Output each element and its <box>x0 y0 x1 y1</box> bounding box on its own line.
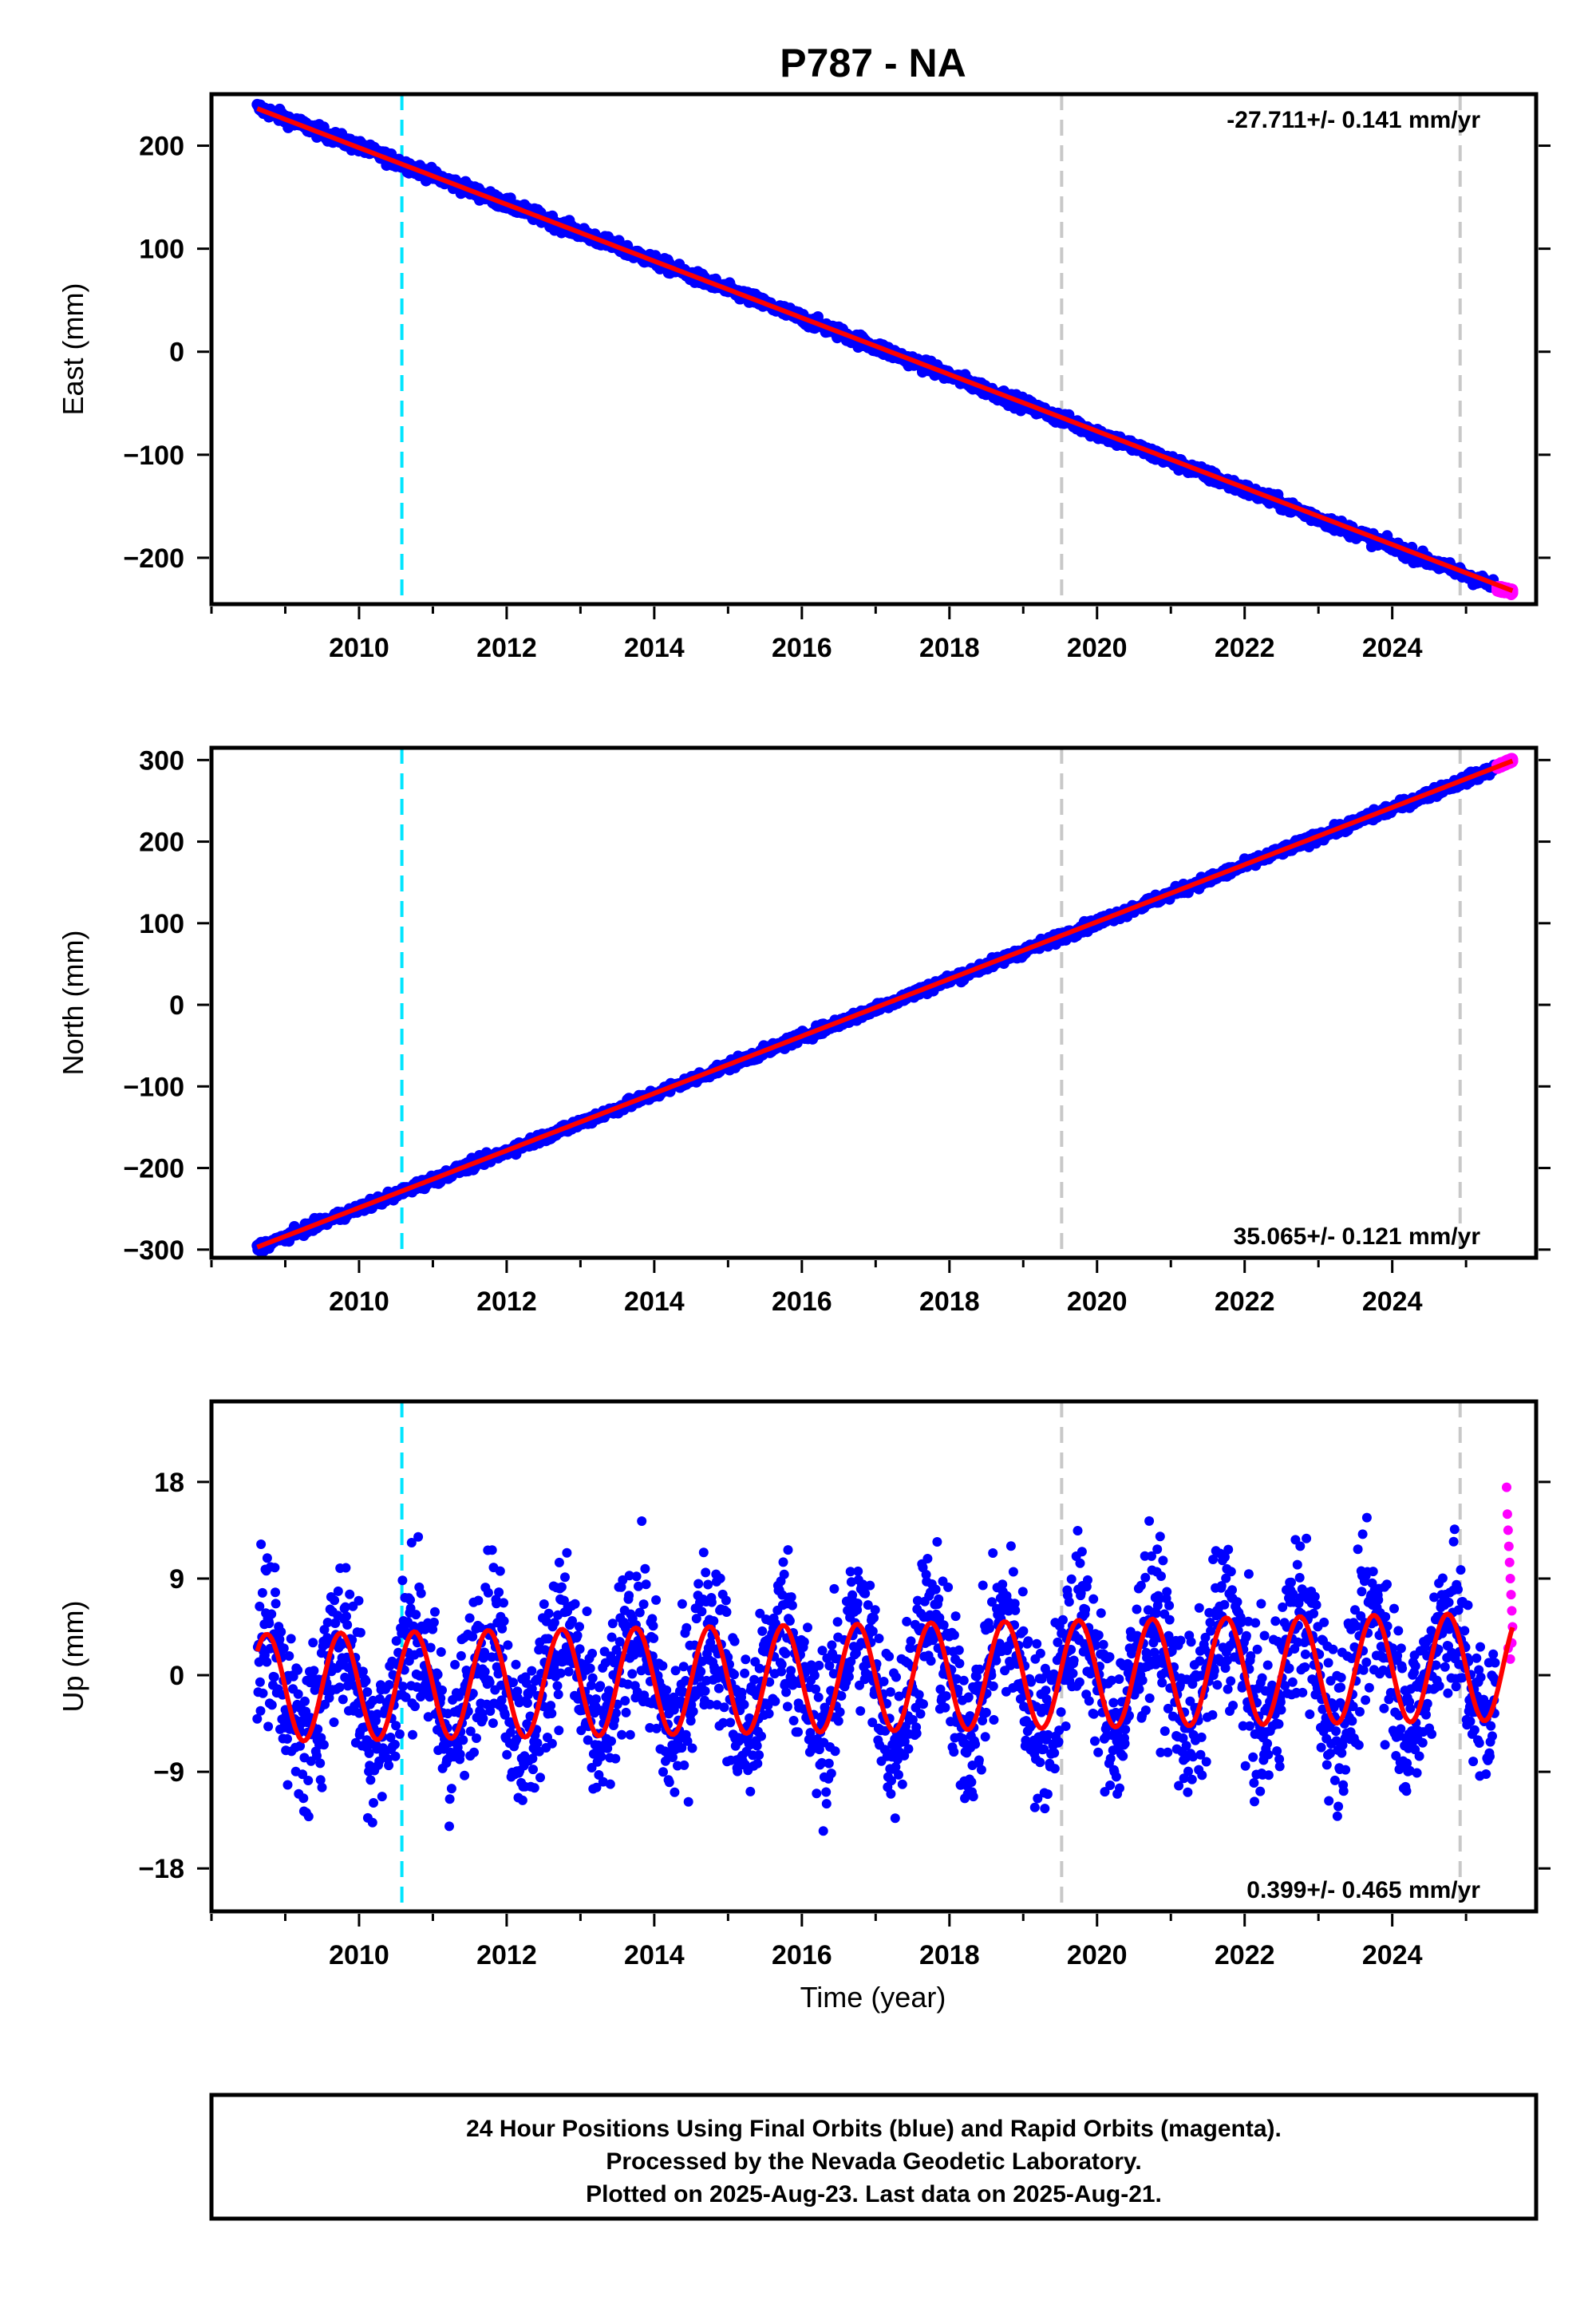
plot-area <box>251 94 1519 604</box>
y-axis-label: East (mm) <box>57 283 89 416</box>
y-tick-label: 0 <box>169 338 184 368</box>
x-tick-label: 2018 <box>919 633 980 663</box>
x-tick-label: 2022 <box>1215 633 1275 663</box>
y-tick-label: 100 <box>139 235 184 265</box>
fit-line <box>256 106 1514 594</box>
y-tick-label: 200 <box>139 132 184 162</box>
north-panel: 2010 2012 2014 2016 2018 2020 2022 2024−300−200… <box>57 745 1551 1317</box>
y-tick-label: −200 <box>123 543 184 574</box>
east-panel: 2010 2012 2014 2016 2018 2020 2022 2024 −200 −100… <box>57 92 1551 663</box>
plot-area <box>251 748 1519 1258</box>
x-tick-label: 2014 <box>624 633 685 663</box>
x-tick-label: 2024 <box>1362 633 1423 663</box>
plot-frame <box>209 92 1539 607</box>
x-tick-label: 2016 <box>772 633 832 663</box>
figure-title: P787 - NA <box>780 41 966 85</box>
fit-series <box>256 106 1514 594</box>
y-tick-label: −100 <box>123 441 184 471</box>
velocity-label: -27.711+/- 0.141 mm/yr <box>1227 107 1480 133</box>
x-tick-label: 2012 <box>476 633 537 663</box>
x-tick-label: 2020 <box>1067 633 1128 663</box>
x-tick-label: 2010 <box>329 633 389 663</box>
